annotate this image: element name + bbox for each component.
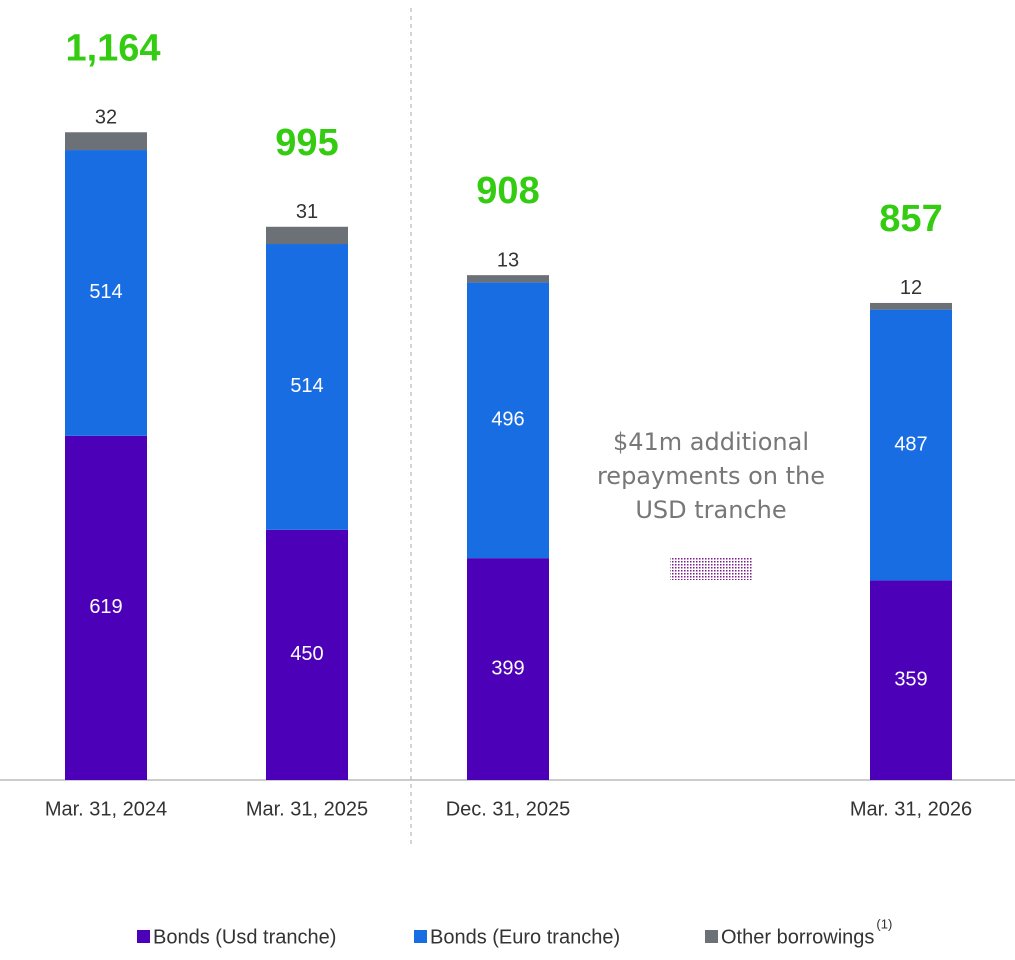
bar-segment [467,282,549,559]
bar-segment [65,150,147,436]
value-label: 514 [290,375,323,397]
bar-segment [870,309,952,581]
bar-segment [870,580,952,780]
pattern-swatch [670,558,752,580]
bar-segment [870,302,952,310]
value-label: 13 [497,249,519,271]
value-label: 514 [89,281,122,303]
value-label: 496 [491,409,524,431]
value-label: 12 [900,277,922,299]
total-label: 995 [275,122,338,164]
value-label: 359 [894,668,927,690]
value-label: 31 [296,201,318,223]
value-label: 487 [894,433,927,455]
x-tick-label: Mar. 31, 2026 [850,798,972,820]
legend-label: Other borrowings [721,926,874,948]
annotation: $41m additional [613,428,809,456]
annotation: USD tranche [635,496,786,524]
legend-label: Bonds (Usd tranche) [153,926,336,948]
x-tick-label: Dec. 31, 2025 [446,798,571,820]
legend-swatch [137,930,150,943]
bar-segment [467,275,549,283]
x-tick-label: Mar. 31, 2024 [45,798,167,820]
legend-footnote: (1) [876,916,892,931]
value-label: 399 [491,657,524,679]
value-label: 619 [89,596,122,618]
bar-segment [266,226,348,245]
value-label: 450 [290,643,323,665]
bar-segment [266,529,348,780]
legend-label: Bonds (Euro tranche) [430,926,620,948]
total-label: 1,164 [65,27,160,69]
value-label: 32 [95,107,117,129]
bar-segment [65,435,147,780]
total-label: 908 [476,170,539,212]
total-label: 857 [879,198,942,240]
legend-swatch [705,930,718,943]
bar-segment [467,558,549,780]
legend-swatch [414,930,427,943]
bar-segment [65,132,147,151]
x-tick-label: Mar. 31, 2025 [246,798,368,820]
bar-segment [266,244,348,530]
annotation: repayments on the [597,462,825,490]
